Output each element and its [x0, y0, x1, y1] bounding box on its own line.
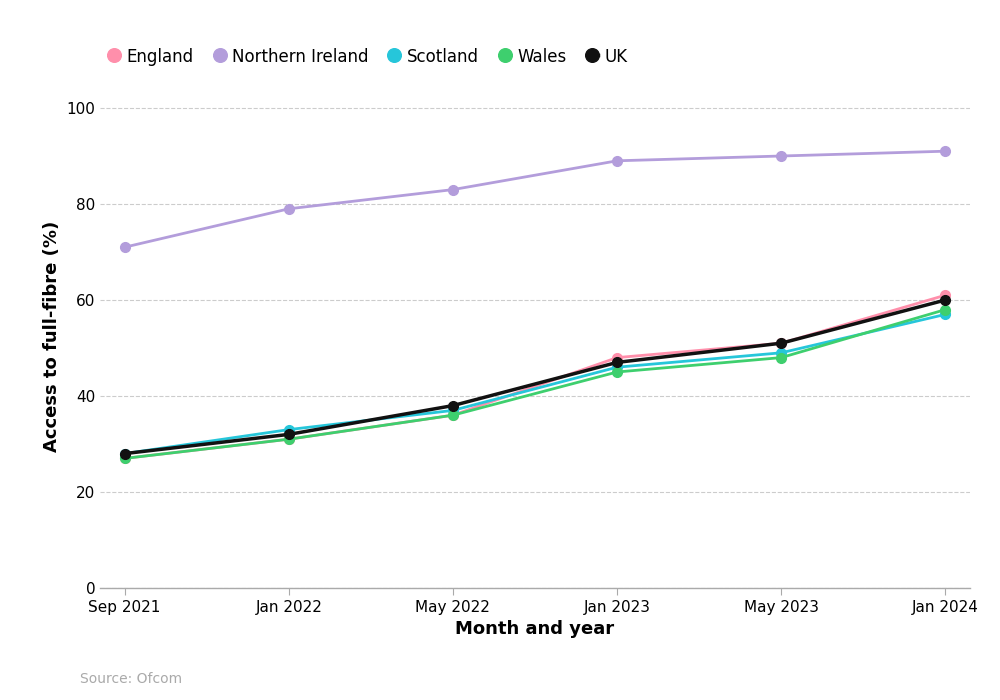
- UK: [283, 430, 295, 439]
- Wales: [939, 305, 951, 314]
- Wales: [119, 454, 131, 463]
- Northern Ireland: [283, 204, 295, 213]
- England: [447, 411, 459, 419]
- Scotland: [447, 406, 459, 414]
- UK: [939, 296, 951, 304]
- Scotland: [775, 349, 787, 357]
- Wales: [611, 368, 623, 376]
- Text: Source: Ofcom: Source: Ofcom: [80, 672, 182, 686]
- England: [119, 454, 131, 463]
- England: [283, 435, 295, 443]
- Line: Wales: Wales: [120, 304, 950, 463]
- Scotland: [283, 426, 295, 434]
- UK: [119, 449, 131, 458]
- Line: England: England: [120, 290, 950, 463]
- Scotland: [939, 310, 951, 319]
- Line: Northern Ireland: Northern Ireland: [120, 146, 950, 252]
- UK: [611, 358, 623, 367]
- X-axis label: Month and year: Month and year: [455, 620, 615, 638]
- England: [939, 291, 951, 300]
- Wales: [775, 354, 787, 362]
- Wales: [283, 435, 295, 443]
- Northern Ireland: [939, 147, 951, 155]
- Wales: [447, 411, 459, 419]
- England: [611, 354, 623, 362]
- England: [775, 339, 787, 347]
- UK: [447, 401, 459, 410]
- Scotland: [119, 449, 131, 458]
- Line: Scotland: Scotland: [120, 309, 950, 458]
- UK: [775, 339, 787, 347]
- Line: UK: UK: [120, 295, 950, 458]
- Northern Ireland: [447, 186, 459, 194]
- Legend: England, Northern Ireland, Scotland, Wales, UK: England, Northern Ireland, Scotland, Wal…: [108, 48, 628, 66]
- Scotland: [611, 363, 623, 372]
- Y-axis label: Access to full-fibre (%): Access to full-fibre (%): [43, 220, 61, 452]
- Northern Ireland: [611, 157, 623, 165]
- Northern Ireland: [775, 152, 787, 160]
- Northern Ireland: [119, 243, 131, 251]
